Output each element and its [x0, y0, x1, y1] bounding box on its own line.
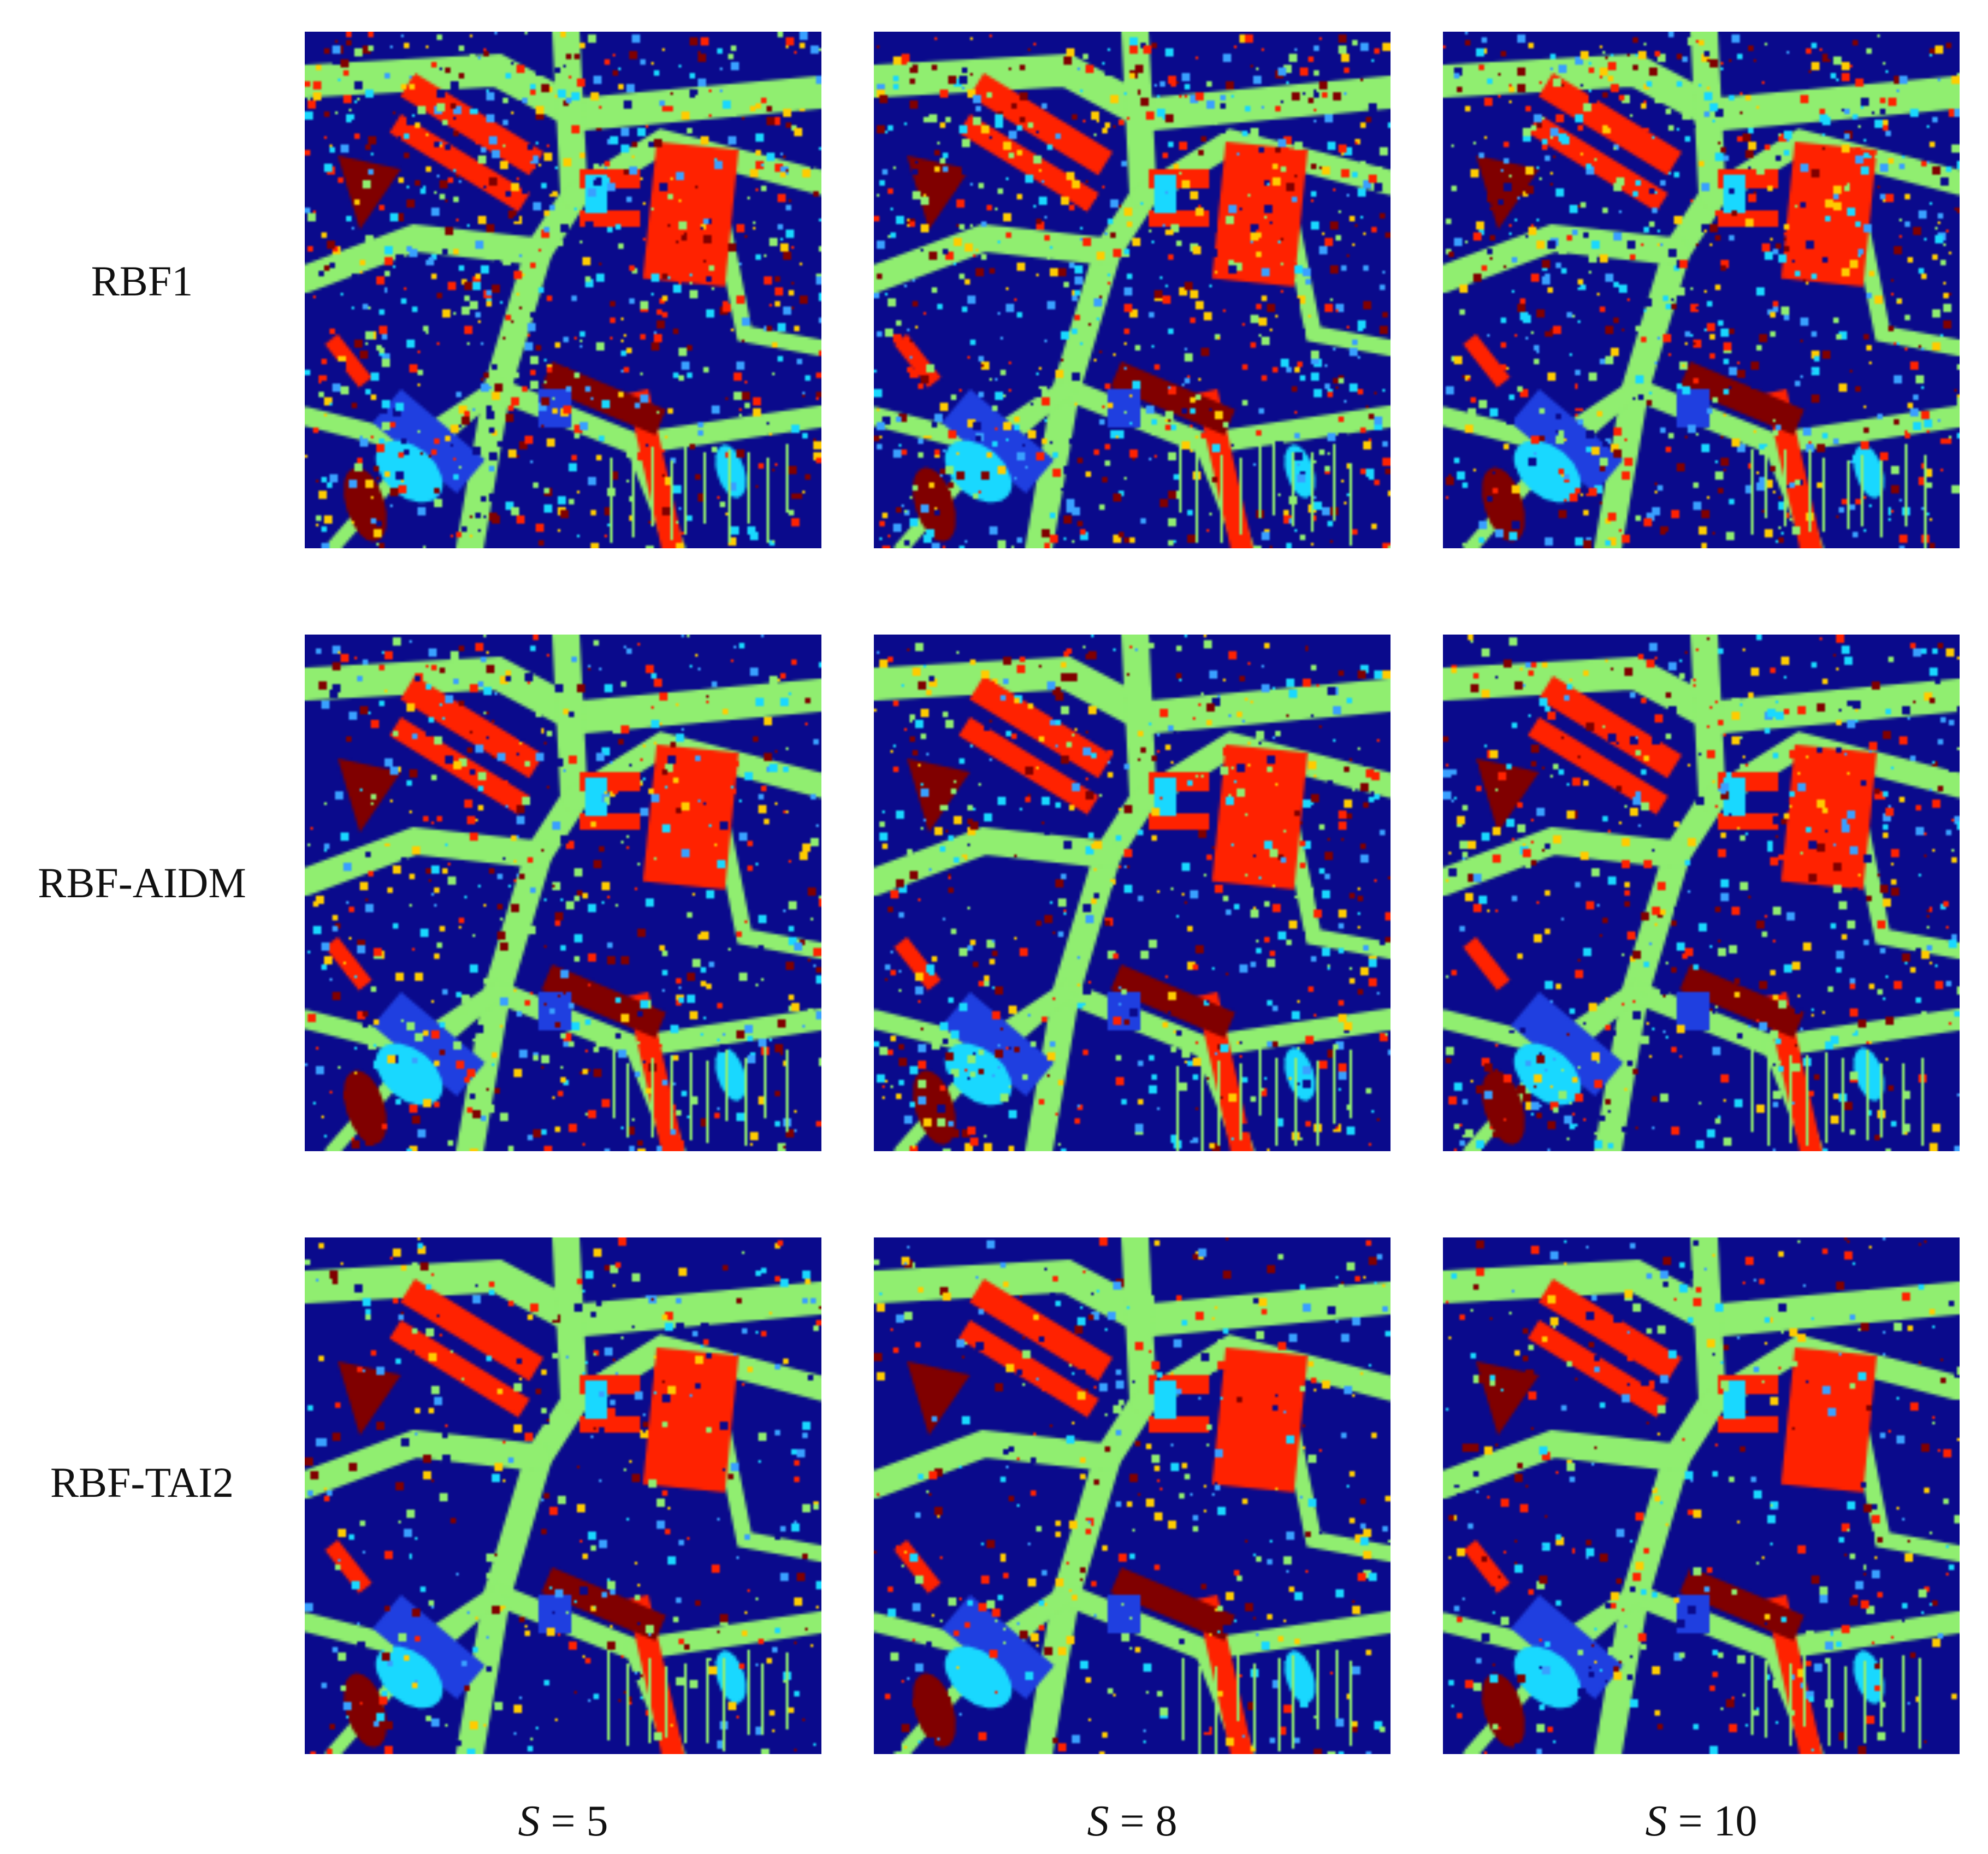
classification-map-r3-c2 [874, 1237, 1391, 1754]
row-label-rbf-aidm: RBF-AIDM [38, 859, 246, 907]
classification-map-r3-c3 [1443, 1237, 1960, 1754]
row-label-rbf1: RBF1 [91, 257, 193, 305]
classification-map-r2-c2 [874, 635, 1391, 1151]
row-label-rbf-tai2: RBF-TAI2 [50, 1459, 234, 1506]
classification-map-r2-c1 [305, 635, 821, 1151]
classification-map-r3-c1 [305, 1237, 821, 1754]
classification-map-r1-c3 [1443, 32, 1960, 548]
column-label-s10: S = 10 [1645, 1797, 1758, 1845]
classification-map-r1-c2 [874, 32, 1391, 548]
column-label-s8: S = 8 [1087, 1797, 1178, 1845]
column-label-s5: S = 5 [518, 1797, 608, 1845]
classification-map-r1-c1 [305, 32, 821, 548]
classification-map-r2-c3 [1443, 635, 1960, 1151]
